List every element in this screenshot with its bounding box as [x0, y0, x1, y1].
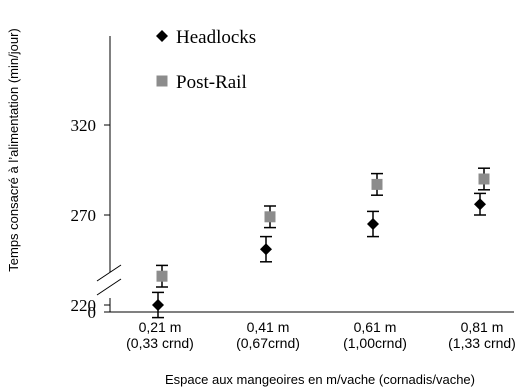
data-point-square — [478, 173, 490, 185]
axis-break-mark-upper — [96, 264, 122, 282]
data-point-square — [264, 211, 276, 223]
series-diamond — [152, 192, 486, 319]
legend-marker-diamond — [156, 30, 168, 42]
data-point-diamond — [367, 218, 379, 230]
y-tick-label: 320 — [71, 116, 97, 135]
data-point-square — [156, 270, 168, 282]
x-ticks: 0,21 m(0,33 crnd)0,41 m(0,67crnd)0,61 m(… — [126, 319, 516, 351]
legend: Headlocks Post-Rail — [156, 27, 256, 93]
data-series — [152, 167, 490, 319]
x-tick-label: (0,67crnd) — [236, 335, 300, 351]
y-tick-label: 220 — [71, 296, 97, 315]
axis-break-mark-lower — [96, 278, 122, 296]
y-tick-label: 0 — [88, 303, 97, 322]
x-tick-label: 0,21 m — [139, 319, 182, 335]
legend-label: Post-Rail — [176, 72, 247, 93]
x-tick-label: (1,33 crnd) — [448, 335, 516, 351]
legend-label: Headlocks — [176, 27, 256, 48]
x-tick-label: (0,33 crnd) — [126, 335, 194, 351]
x-axis: 0,21 m(0,33 crnd)0,41 m(0,67crnd)0,61 m(… — [110, 311, 516, 351]
x-tick-label: (1,00crnd) — [343, 335, 407, 351]
data-point-square — [371, 178, 383, 190]
x-axis-title: Espace aux mangeoires en m/vache (cornad… — [165, 372, 475, 387]
y-tick-label: 270 — [71, 206, 97, 225]
y-axis-title: Temps consacré à l’alimentation (min/jou… — [6, 28, 21, 271]
x-tick-label: 0,41 m — [247, 319, 290, 335]
data-point-diamond — [474, 198, 486, 211]
series-square — [156, 167, 490, 288]
data-point-diamond — [152, 299, 164, 311]
x-tick-label: 0,81 m — [461, 319, 504, 335]
data-point-diamond — [260, 243, 272, 256]
x-tick-label: 0,61 m — [354, 319, 397, 335]
legend-marker-square — [156, 75, 168, 87]
